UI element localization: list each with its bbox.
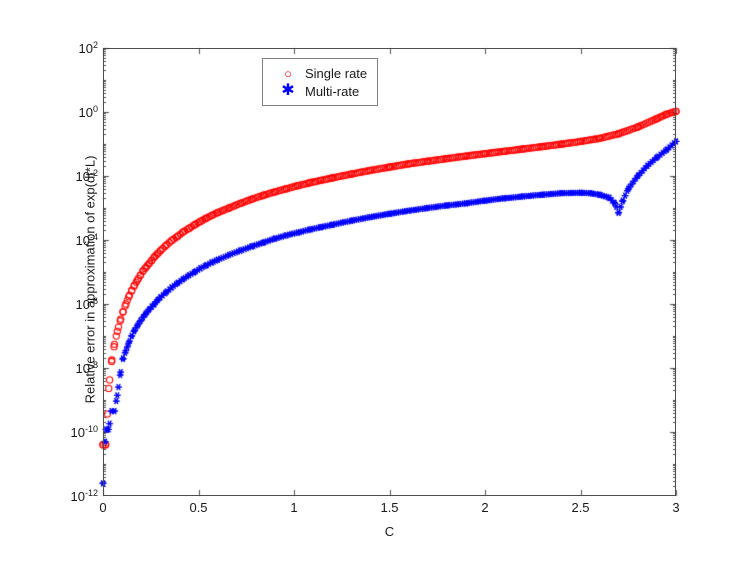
y-axis-title: Relative error in approximation of exp(d… <box>82 155 98 404</box>
y-tick-exponent: -8 <box>89 359 98 370</box>
y-tick-label: 100 <box>79 104 98 120</box>
y-tick-label: 10-8 <box>76 360 98 376</box>
chart-legend: ○ Single rate ✱ Multi-rate <box>262 58 379 106</box>
y-axis-title-wrapper: Relative error in approximation of exp(d… <box>28 0 98 561</box>
x-tick-label: 0.5 <box>189 500 208 515</box>
y-tick-exponent: 0 <box>92 103 98 114</box>
legend-item-single-rate: ○ Single rate <box>271 64 367 82</box>
y-tick-exponent: 2 <box>92 39 98 50</box>
asterisk-marker-icon: ✱ <box>281 82 295 99</box>
y-tick-exponent: -10 <box>84 423 98 434</box>
y-tick-label: 10-6 <box>76 296 98 312</box>
y-tick-exponent: -12 <box>84 487 98 498</box>
y-tick-mantissa: 10 <box>75 361 90 377</box>
plot-axes-box <box>103 48 676 496</box>
circle-marker-icon: ○ <box>284 65 292 81</box>
y-tick-mantissa: 10 <box>75 297 90 313</box>
x-tick-label: 2.5 <box>571 500 590 515</box>
y-tick-label: 10-12 <box>71 488 98 504</box>
y-tick-label: 10-4 <box>76 232 98 248</box>
y-tick-mantissa: 10 <box>75 233 90 249</box>
y-tick-exponent: -2 <box>89 167 98 178</box>
y-tick-label: 10-2 <box>76 168 98 184</box>
y-tick-exponent: -4 <box>89 231 98 242</box>
x-tick-label: 3 <box>672 500 680 515</box>
y-tick-mantissa: 10 <box>70 425 85 441</box>
y-tick-exponent: -6 <box>89 295 98 306</box>
y-tick-mantissa: 10 <box>70 489 85 505</box>
y-tick-mantissa: 10 <box>75 169 90 185</box>
x-tick-label: 1.5 <box>380 500 399 515</box>
x-axis-title: C <box>384 524 395 539</box>
x-tick-label: 2 <box>481 500 489 515</box>
x-tick-label: 0 <box>99 500 107 515</box>
y-tick-mantissa: 10 <box>78 105 93 121</box>
y-tick-mantissa: 10 <box>78 41 93 57</box>
y-tick-label: 102 <box>79 40 98 56</box>
legend-label: Multi-rate <box>305 83 360 99</box>
x-tick-label: 1 <box>290 500 298 515</box>
y-axis-tick-labels: 10-12 10-10 10-8 10-6 10-4 10-2 100 102 <box>52 0 98 561</box>
legend-item-multi-rate: ✱ Multi-rate <box>271 82 367 100</box>
y-tick-label: 10-10 <box>71 424 98 440</box>
x-axis-tick-labels: 0 0.5 1 1.5 2 2.5 3 <box>0 500 747 522</box>
legend-label: Single rate <box>305 65 368 81</box>
